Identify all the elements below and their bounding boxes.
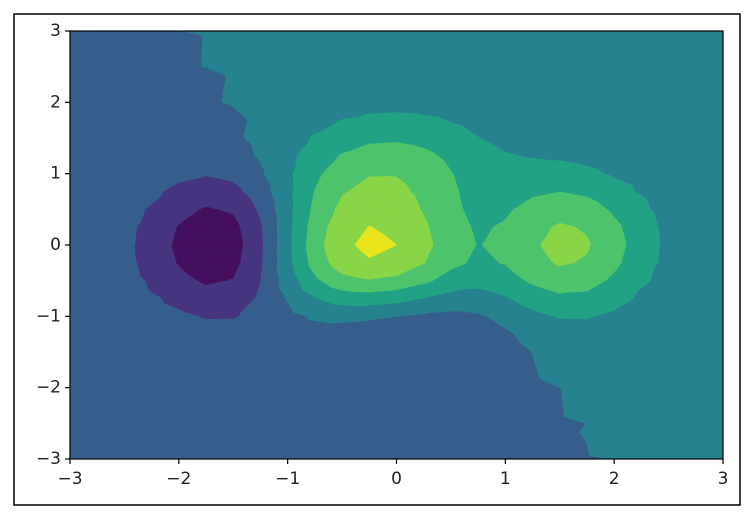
contour-fill — [423, 114, 440, 139]
y-tick-label: 1 — [50, 164, 61, 184]
contour-fill — [450, 122, 462, 139]
plot-area — [69, 30, 724, 460]
contour-fill — [586, 165, 596, 174]
x-tick-label: 1 — [500, 469, 511, 489]
contour-fill — [586, 235, 591, 246]
contour-fill — [178, 265, 189, 281]
contour-fill — [423, 148, 432, 157]
y-tick-label: −3 — [36, 449, 61, 469]
y-tick-label: −1 — [36, 306, 61, 326]
x-tick-label: 2 — [609, 469, 620, 489]
contour-fill — [341, 151, 350, 157]
x-tick-label: −2 — [166, 469, 191, 489]
contour-fill — [532, 157, 553, 174]
contour-fill — [368, 142, 390, 157]
contour-fill — [396, 176, 407, 192]
x-tick-label: 0 — [391, 469, 402, 489]
contour-fill — [559, 222, 565, 228]
contour-fill — [287, 226, 293, 246]
contour-fill — [613, 177, 633, 192]
contour-fill — [586, 196, 599, 210]
contour-fill — [341, 117, 359, 139]
contour-fill — [368, 176, 393, 192]
contour-fill — [396, 142, 414, 157]
contour-fill — [613, 217, 622, 228]
contour-fill — [178, 309, 186, 317]
y-tick-label: −2 — [36, 378, 61, 398]
contour-fill — [368, 225, 371, 228]
contour-fill — [314, 132, 320, 139]
contour-fill — [559, 191, 581, 210]
y-tick-label: 3 — [50, 21, 61, 41]
y-tick-label: 0 — [50, 235, 61, 255]
contour-fill — [287, 209, 294, 228]
contour-fill — [505, 151, 510, 157]
x-tick-label: 3 — [718, 469, 729, 489]
contour-fill — [423, 214, 429, 228]
contour-fill — [205, 318, 230, 335]
contour-fill — [477, 136, 480, 139]
x-tick-label: −3 — [57, 469, 82, 489]
x-tick-label: −1 — [275, 469, 300, 489]
contour-fill — [368, 112, 389, 139]
contour-fill — [396, 112, 416, 139]
y-tick-label: 2 — [50, 92, 61, 112]
contour-fill — [559, 316, 588, 319]
contour-fill — [450, 170, 453, 174]
contour-fill — [532, 191, 559, 210]
contour-fill — [559, 160, 576, 174]
